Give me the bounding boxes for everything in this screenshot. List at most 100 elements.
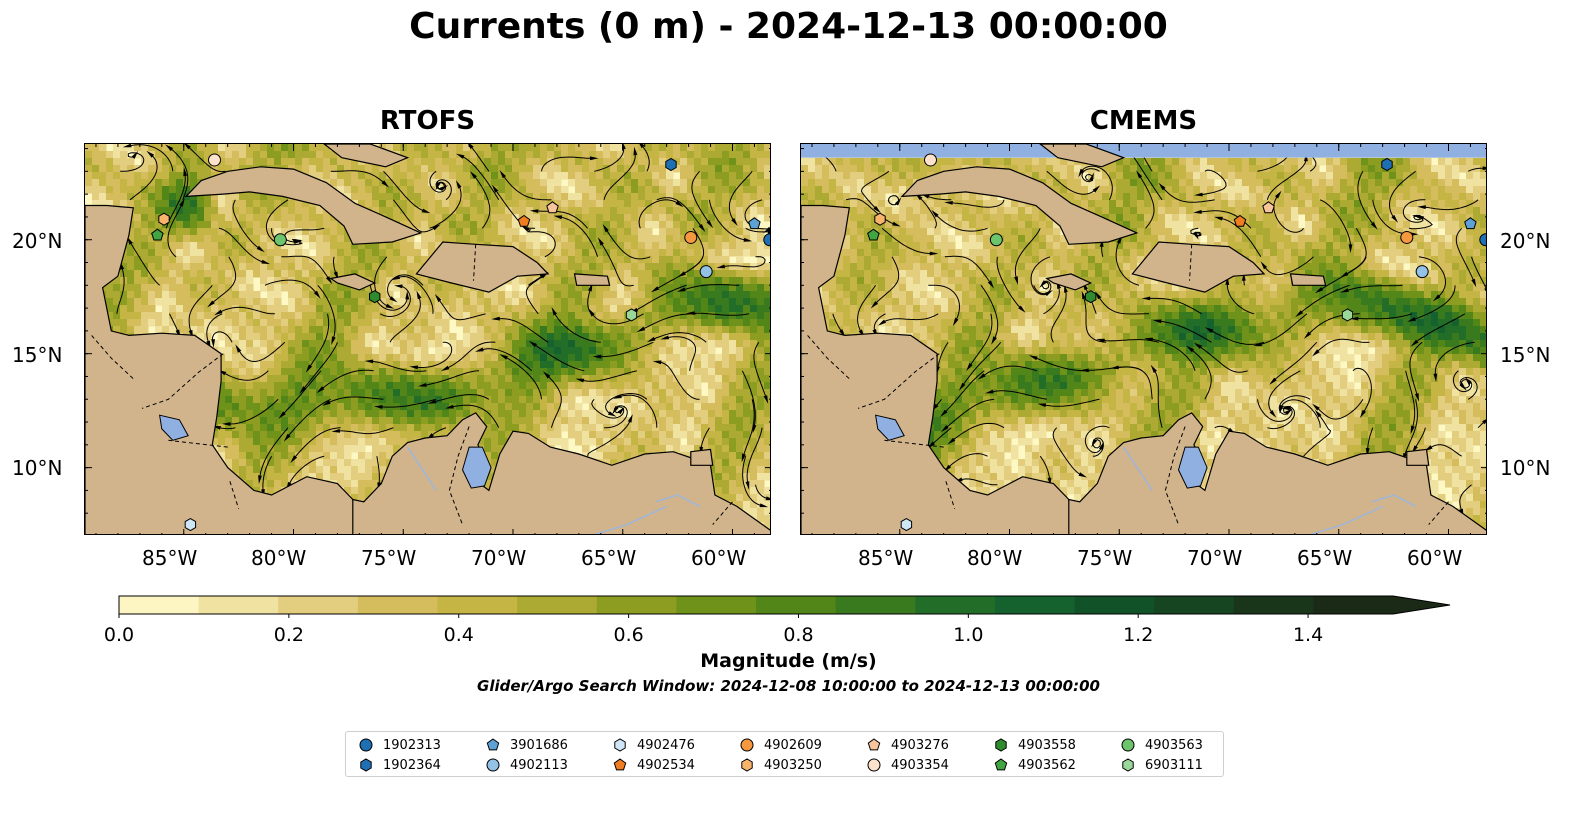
map-panel-rtofs[interactable] (84, 143, 771, 535)
colorbar-tick-label: 0.0 (104, 624, 134, 642)
map-cmems-canvas (801, 144, 1487, 534)
float-marker-1902364[interactable] (1381, 157, 1393, 172)
lon-tick-80w-cmems: 80°W (967, 546, 1023, 570)
float-marker-4903354[interactable] (923, 153, 937, 167)
legend-label: 3901686 (510, 737, 568, 753)
lon-tick-75w-cmems: 75°W (1077, 546, 1133, 570)
colorbar-segment (756, 596, 837, 614)
colorbar-segment (437, 596, 518, 614)
float-marker-1902313[interactable] (1479, 233, 1487, 247)
colorbar-tick-label: 1.2 (1123, 624, 1153, 642)
lat-tick-15n-right: 15°N (1500, 343, 1551, 367)
float-marker-4902609[interactable] (684, 230, 698, 244)
legend-label: 4903250 (764, 757, 822, 773)
legend-item-1902313: 1902313 (358, 736, 441, 754)
colorbar-label: Magnitude (m/s) (700, 650, 877, 672)
legend-label: 6903111 (1145, 757, 1203, 773)
float-marker-4903562[interactable] (151, 228, 164, 241)
legend-item-4903250: 4903250 (739, 756, 822, 774)
map-rtofs-canvas (85, 144, 771, 534)
hexagon-marker-icon (614, 738, 626, 752)
legend-item-1902364: 1902364 (358, 756, 441, 774)
legend-label: 4902609 (764, 737, 822, 753)
float-marker-3901686[interactable] (1464, 217, 1477, 230)
float-marker-4902476[interactable] (184, 518, 197, 532)
lon-tick-65w-cmems: 65°W (1297, 546, 1353, 570)
colorbar-segment (1233, 596, 1314, 614)
legend-item-4902609: 4902609 (739, 736, 822, 754)
lon-tick-70w-rtofs: 70°W (471, 546, 527, 570)
lon-tick-75w-rtofs: 75°W (361, 546, 417, 570)
legend-item-4903354: 4903354 (866, 756, 949, 774)
float-marker-1902313[interactable] (763, 233, 771, 247)
legend-label: 1902313 (383, 737, 441, 753)
float-marker-4902476[interactable] (900, 518, 913, 532)
colorbar-segment (198, 596, 279, 614)
legend-item-4903563: 4903563 (1120, 736, 1203, 754)
float-marker-3901686[interactable] (748, 217, 761, 230)
hexagon-marker-icon (995, 738, 1007, 752)
lon-tick-70w-cmems: 70°W (1187, 546, 1243, 570)
search-window-text: Glider/Argo Search Window: 2024-12-08 10… (477, 677, 1100, 695)
float-marker-6903111[interactable] (625, 308, 638, 322)
legend-item-4902113: 4902113 (485, 756, 568, 774)
colorbar-tick-label: 1.4 (1293, 624, 1323, 642)
legend-label: 4903276 (891, 737, 949, 753)
float-marker-4903563[interactable] (273, 233, 287, 247)
colorbar-extend-arrow (1393, 596, 1450, 614)
legend-label: 4903354 (891, 757, 949, 773)
float-marker-4903558[interactable] (1085, 290, 1097, 304)
float-marker-4902113[interactable] (699, 265, 713, 279)
float-marker-4902534[interactable] (517, 214, 531, 227)
circle-marker-icon (740, 738, 754, 752)
colorbar-segment (119, 596, 200, 614)
float-marker-4902534[interactable] (1233, 214, 1247, 227)
pentagon-marker-icon (994, 758, 1008, 771)
lon-tick-85w-rtofs: 85°W (142, 546, 198, 570)
pentagon-marker-icon (613, 758, 627, 771)
colorbar-segment (915, 596, 996, 614)
float-marker-4903558[interactable] (369, 290, 381, 304)
colorbar-tick-label: 0.8 (783, 624, 813, 642)
colorbar-segment (1074, 596, 1155, 614)
colorbar-segment (835, 596, 916, 614)
map-panel-cmems[interactable] (800, 143, 1487, 535)
float-marker-4903250[interactable] (874, 212, 886, 226)
figure-title: Currents (0 m) - 2024-12-13 00:00:00 (409, 6, 1168, 47)
float-marker-4903562[interactable] (867, 228, 880, 241)
float-marker-4903563[interactable] (989, 233, 1003, 247)
float-marker-4903276[interactable] (546, 201, 559, 214)
hexagon-marker-icon (741, 758, 753, 772)
circle-marker-icon (359, 738, 373, 752)
float-marker-4903250[interactable] (158, 212, 170, 226)
float-marker-4902609[interactable] (1400, 230, 1414, 244)
hexagon-marker-icon (1122, 758, 1134, 772)
colorbar-segment (357, 596, 438, 614)
float-marker-4903276[interactable] (1262, 201, 1275, 214)
legend-label: 4903563 (1145, 737, 1203, 753)
circle-marker-icon (486, 758, 500, 772)
float-marker-4902113[interactable] (1415, 265, 1429, 279)
float-marker-1902364[interactable] (665, 157, 677, 172)
legend-label: 4903562 (1018, 757, 1076, 773)
legend-item-4903558: 4903558 (993, 736, 1076, 754)
colorbar-tick-label: 0.4 (444, 624, 474, 642)
colorbar-segment (596, 596, 677, 614)
legend-label: 4902113 (510, 757, 568, 773)
colorbar: 0.0 0.2 0.4 0.6 0.8 1.0 1.2 1.4 (104, 595, 1451, 642)
colorbar-segment (1154, 596, 1235, 614)
legend-item-4903276: 4903276 (866, 736, 949, 754)
float-marker-6903111[interactable] (1341, 308, 1354, 322)
legend-item-3901686: 3901686 (485, 736, 568, 754)
colorbar-segment (517, 596, 598, 614)
circle-marker-icon (1121, 738, 1135, 752)
legend-item-4902476: 4902476 (612, 736, 695, 754)
lon-tick-60w-rtofs: 60°W (691, 546, 747, 570)
pentagon-marker-icon (486, 738, 500, 751)
colorbar-segment (676, 596, 757, 614)
lat-tick-20n-left: 20°N (12, 229, 63, 253)
legend-label: 4902476 (637, 737, 695, 753)
legend-item-6903111: 6903111 (1120, 756, 1203, 774)
float-marker-4903354[interactable] (207, 153, 221, 167)
float-legend: 1902313 1902364 3901686 4902113 4902476 49025… (345, 731, 1224, 777)
